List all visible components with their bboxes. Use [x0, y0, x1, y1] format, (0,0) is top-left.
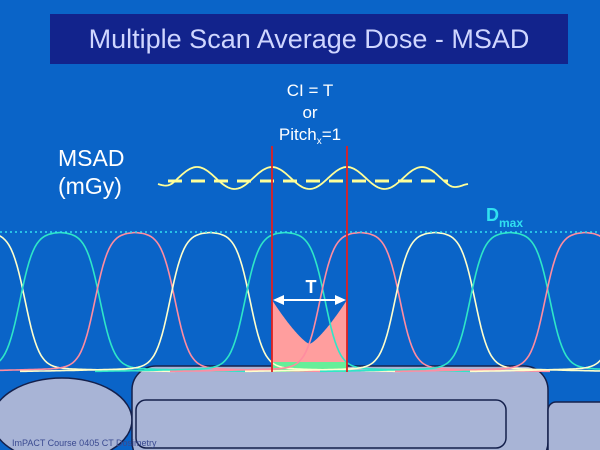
t-arrow-head-left: [273, 295, 284, 305]
ci-label-line1: CI = T: [287, 81, 333, 100]
msad-label-line2: (mGy): [58, 173, 122, 199]
title-bar: Multiple Scan Average Dose - MSAD: [50, 14, 568, 64]
dose-profile-curve: [395, 231, 600, 373]
ci-label-line3: Pitchx=1: [279, 125, 341, 147]
dose-profile-curve: [0, 235, 175, 373]
dose-profile-curve: [470, 359, 600, 373]
beam-width-strip: [272, 362, 347, 372]
dmax-label: Dmax: [486, 205, 523, 230]
t-label: T: [306, 277, 317, 297]
single-scan-dose-area: [272, 300, 347, 362]
slide-title: Multiple Scan Average Dose - MSAD: [88, 23, 530, 54]
t-arrow-head-right: [335, 295, 346, 305]
ci-label-line2: or: [302, 103, 317, 122]
phantom-inner-slot: [135, 399, 507, 449]
msad-oscillation-curve: [157, 166, 469, 190]
msad-label-line1: MSAD: [58, 145, 124, 171]
dose-profile-curve: [0, 231, 249, 373]
phantom-right-shape: [547, 401, 600, 450]
footer-text: ImPACT Course 0405 CT Dosimetry: [12, 438, 157, 448]
dose-profile-curve: [320, 231, 600, 373]
dose-profile-curve: [170, 231, 550, 373]
